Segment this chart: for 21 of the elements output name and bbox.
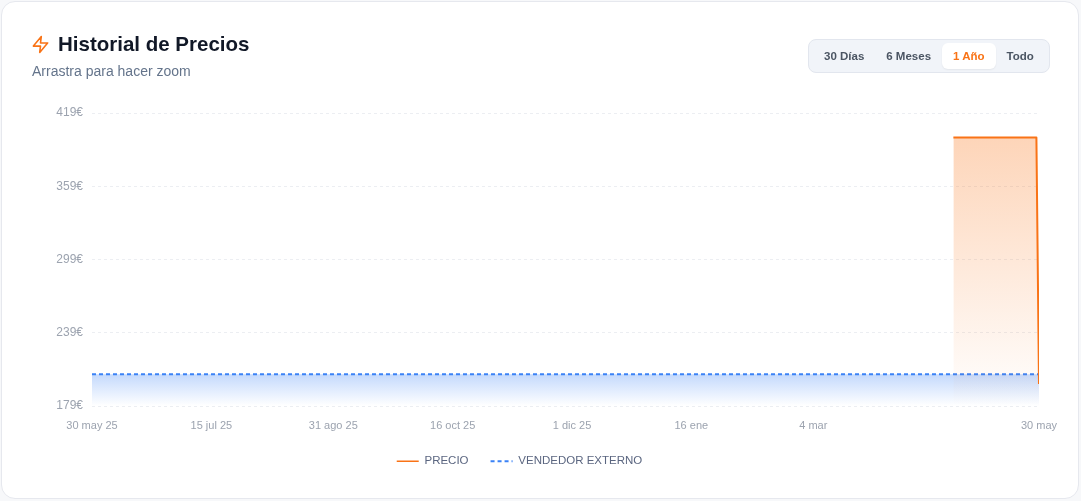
x-tick-label: 16 oct 25: [430, 418, 476, 431]
y-tick-label: 239€: [56, 325, 84, 340]
y-tick-label: 299€: [56, 251, 84, 266]
x-tick-label: 1 dic 25: [552, 418, 592, 431]
range-button: Todo: [995, 43, 1045, 69]
legend-label: PRECIO: [424, 454, 469, 467]
x-tick-label: 15 jul 25: [190, 418, 233, 431]
x-tick-label: 30 may: [1020, 418, 1058, 431]
range-button: 6 Meses: [875, 43, 943, 69]
legend-label: VENDEDOR EXTERNO: [518, 454, 643, 467]
y-tick-label: 419€: [56, 105, 84, 120]
range-button: 1 Año: [942, 43, 996, 69]
x-tick-label: 31 ago 25: [308, 418, 358, 431]
chart-subtitle: Arrastra para hacer zoom: [32, 63, 191, 79]
y-tick-label: 359€: [56, 178, 84, 193]
range-button: 30 Días: [813, 43, 876, 69]
x-tick-label: 16 ene: [674, 418, 709, 431]
x-tick-label: 4 mar: [799, 418, 828, 431]
x-tick-label: 30 may 25: [66, 418, 118, 431]
y-tick-label: 179€: [56, 398, 84, 413]
chart-title: Historial de Precios: [58, 32, 250, 56]
